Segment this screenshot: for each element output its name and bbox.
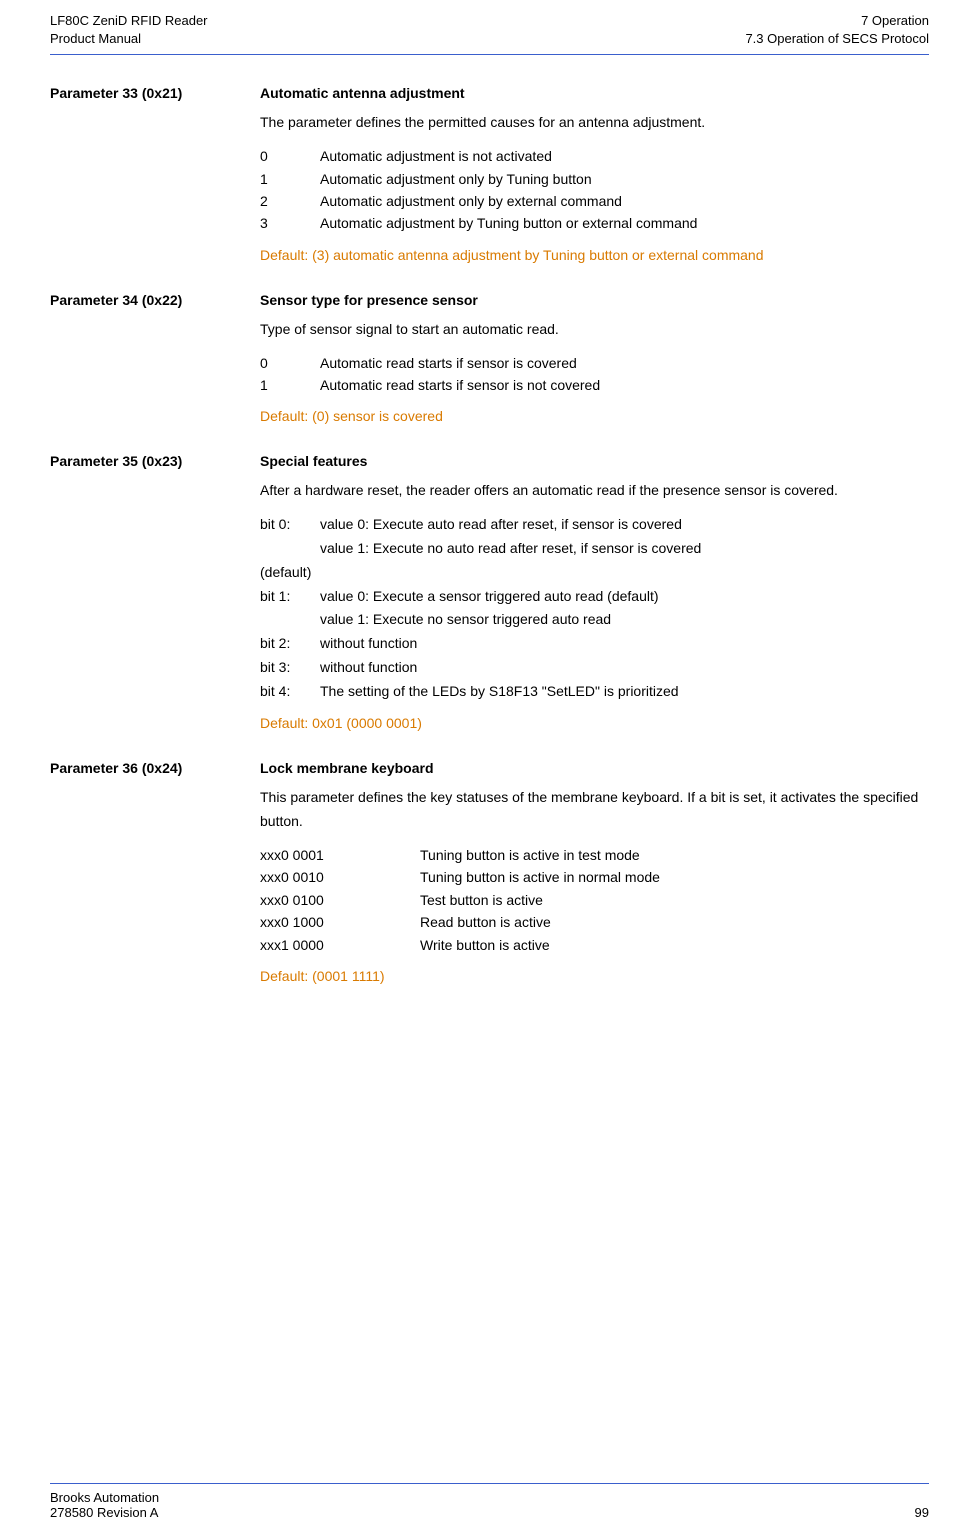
- bit-row: bit 3:without function: [260, 656, 929, 680]
- bit-value: without function: [320, 632, 929, 656]
- bit-row: value 1: Execute no auto read after rese…: [260, 537, 929, 561]
- option-key: 1: [260, 168, 320, 190]
- param-36-title: Lock membrane keyboard: [260, 760, 929, 776]
- bit-value: The setting of the LEDs by S18F13 "SetLE…: [320, 680, 929, 704]
- option-key: xxx0 1000: [260, 911, 420, 933]
- bit-value: value 1: Execute no auto read after rese…: [320, 537, 929, 561]
- option-key: 1: [260, 374, 320, 396]
- footer-left: Brooks Automation 278580 Revision A: [50, 1490, 159, 1520]
- bit-row: value 1: Execute no sensor triggered aut…: [260, 608, 929, 632]
- option-row: xxx0 1000Read button is active: [260, 911, 929, 933]
- header-chapter: 7 Operation: [745, 12, 929, 30]
- param-33-title: Automatic antenna adjustment: [260, 85, 929, 101]
- option-value: Write button is active: [420, 934, 929, 956]
- footer-company: Brooks Automation: [50, 1490, 159, 1505]
- param-34-body: Sensor type for presence sensor Type of …: [260, 292, 929, 428]
- option-value: Tuning button is active in test mode: [420, 844, 929, 866]
- param-34: Parameter 34 (0x22) Sensor type for pres…: [50, 292, 929, 428]
- bit-row: bit 2:without function: [260, 632, 929, 656]
- param-36-options: xxx0 0001Tuning button is active in test…: [260, 844, 929, 956]
- param-35-body: Special features After a hardware reset,…: [260, 453, 929, 734]
- param-36-label: Parameter 36 (0x24): [50, 760, 260, 987]
- option-row: xxx0 0100Test button is active: [260, 889, 929, 911]
- header-section: 7.3 Operation of SECS Protocol: [745, 30, 929, 48]
- bit-tail: (default): [260, 561, 929, 585]
- option-key: xxx0 0010: [260, 866, 420, 888]
- param-36-desc: This parameter defines the key statuses …: [260, 786, 929, 834]
- param-35-desc: After a hardware reset, the reader offer…: [260, 479, 929, 503]
- param-36-body: Lock membrane keyboard This parameter de…: [260, 760, 929, 987]
- option-key: xxx1 0000: [260, 934, 420, 956]
- option-value: Automatic read starts if sensor is cover…: [320, 352, 929, 374]
- option-row: 1Automatic read starts if sensor is not …: [260, 374, 929, 396]
- bit-key: bit 4:: [260, 680, 320, 704]
- header-left: LF80C ZeniD RFID Reader Product Manual: [50, 12, 208, 48]
- option-row: xxx1 0000Write button is active: [260, 934, 929, 956]
- footer-page-number: 99: [915, 1505, 929, 1520]
- bit-row: bit 4:The setting of the LEDs by S18F13 …: [260, 680, 929, 704]
- bit-key: [260, 537, 320, 561]
- option-key: xxx0 0001: [260, 844, 420, 866]
- header-product: LF80C ZeniD RFID Reader: [50, 12, 208, 30]
- param-33-default: Default: (3) automatic antenna adjustmen…: [260, 245, 929, 266]
- option-key: 0: [260, 145, 320, 167]
- option-value: Test button is active: [420, 889, 929, 911]
- param-33-body: Automatic antenna adjustment The paramet…: [260, 85, 929, 265]
- param-33-label: Parameter 33 (0x21): [50, 85, 260, 265]
- page-header: LF80C ZeniD RFID Reader Product Manual 7…: [50, 0, 929, 55]
- footer-doc-id: 278580 Revision A: [50, 1505, 159, 1520]
- param-36: Parameter 36 (0x24) Lock membrane keyboa…: [50, 760, 929, 987]
- option-key: 2: [260, 190, 320, 212]
- option-value: Automatic adjustment is not activated: [320, 145, 929, 167]
- param-36-default: Default: (0001 1111): [260, 966, 929, 987]
- param-33-desc: The parameter defines the permitted caus…: [260, 111, 929, 135]
- option-row: 0Automatic adjustment is not activated: [260, 145, 929, 167]
- option-row: xxx0 0001Tuning button is active in test…: [260, 844, 929, 866]
- param-35: Parameter 35 (0x23) Special features Aft…: [50, 453, 929, 734]
- option-row: 3Automatic adjustment by Tuning button o…: [260, 212, 929, 234]
- option-value: Automatic adjustment by Tuning button or…: [320, 212, 929, 234]
- page-footer: Brooks Automation 278580 Revision A 99: [50, 1483, 929, 1520]
- bit-value: value 1: Execute no sensor triggered aut…: [320, 608, 929, 632]
- param-34-desc: Type of sensor signal to start an automa…: [260, 318, 929, 342]
- param-35-title: Special features: [260, 453, 929, 469]
- header-doc-type: Product Manual: [50, 30, 208, 48]
- param-34-title: Sensor type for presence sensor: [260, 292, 929, 308]
- option-row: 2Automatic adjustment only by external c…: [260, 190, 929, 212]
- bit-value: value 0: Execute auto read after reset, …: [320, 513, 929, 537]
- header-right: 7 Operation 7.3 Operation of SECS Protoc…: [745, 12, 929, 48]
- option-value: Automatic adjustment only by external co…: [320, 190, 929, 212]
- bit-key: [260, 608, 320, 632]
- bit-value: without function: [320, 656, 929, 680]
- param-35-label: Parameter 35 (0x23): [50, 453, 260, 734]
- param-34-label: Parameter 34 (0x22): [50, 292, 260, 428]
- option-key: xxx0 0100: [260, 889, 420, 911]
- bit-key: bit 2:: [260, 632, 320, 656]
- option-value: Tuning button is active in normal mode: [420, 866, 929, 888]
- param-35-default: Default: 0x01 (0000 0001): [260, 713, 929, 734]
- option-value: Read button is active: [420, 911, 929, 933]
- bit-key: bit 3:: [260, 656, 320, 680]
- option-key: 3: [260, 212, 320, 234]
- param-33-options: 0Automatic adjustment is not activated 1…: [260, 145, 929, 235]
- bit-row: bit 1:value 0: Execute a sensor triggere…: [260, 585, 929, 609]
- bit-key: bit 1:: [260, 585, 320, 609]
- bit-row: bit 0:value 0: Execute auto read after r…: [260, 513, 929, 537]
- option-key: 0: [260, 352, 320, 374]
- param-33: Parameter 33 (0x21) Automatic antenna ad…: [50, 85, 929, 265]
- page-content: Parameter 33 (0x21) Automatic antenna ad…: [50, 55, 929, 987]
- bit-key: bit 0:: [260, 513, 320, 537]
- option-value: Automatic read starts if sensor is not c…: [320, 374, 929, 396]
- param-34-default: Default: (0) sensor is covered: [260, 406, 929, 427]
- option-row: xxx0 0010Tuning button is active in norm…: [260, 866, 929, 888]
- bit-value: value 0: Execute a sensor triggered auto…: [320, 585, 929, 609]
- option-row: 1Automatic adjustment only by Tuning but…: [260, 168, 929, 190]
- param-34-options: 0Automatic read starts if sensor is cove…: [260, 352, 929, 397]
- param-35-bits: bit 0:value 0: Execute auto read after r…: [260, 513, 929, 703]
- option-value: Automatic adjustment only by Tuning butt…: [320, 168, 929, 190]
- option-row: 0Automatic read starts if sensor is cove…: [260, 352, 929, 374]
